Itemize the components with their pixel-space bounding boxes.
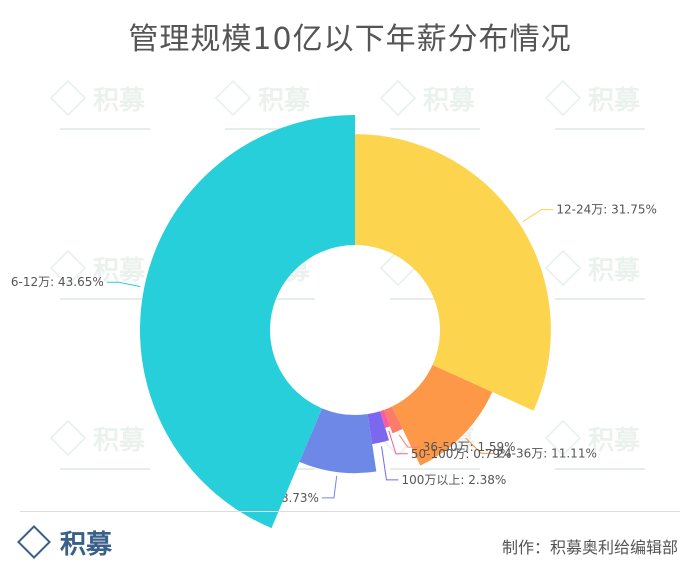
pie-slice-100万以上[interactable] <box>367 411 389 445</box>
pie-slice-6-12万[interactable] <box>140 115 355 529</box>
slice-label-24-36万: 24-36万: 11.11% <box>496 446 596 460</box>
leader-line-24-36万 <box>465 437 494 454</box>
chart-title: 管理规模10亿以下年薪分布情况 <box>128 22 572 57</box>
pie-slice-6万以下[interactable] <box>299 408 377 474</box>
leader-line-36-50万 <box>398 434 420 448</box>
pie-slice-50-100万[interactable] <box>380 409 391 428</box>
footer-logo: 积募 <box>17 524 112 561</box>
pie-slice-12-24万[interactable] <box>355 134 551 411</box>
leader-line-50-100万 <box>388 430 408 455</box>
logo-icon <box>17 525 51 559</box>
slice-label-36-50万: 36-50万: 1.59% <box>423 440 516 454</box>
leader-line-100万以上 <box>381 446 399 481</box>
footer-divider <box>20 511 680 512</box>
leader-line-12-24万 <box>522 209 554 223</box>
slice-label-6-12万: 6-12万: 43.65% <box>11 275 104 289</box>
leader-line-6-12万 <box>106 281 141 288</box>
slice-label-100万以上: 100万以上: 2.38% <box>401 473 506 487</box>
credit-text: 制作：积募奥利给编辑部 <box>501 538 678 557</box>
pie-slice-24-36万[interactable] <box>391 364 493 466</box>
slice-label-12-24万: 12-24万: 31.75% <box>556 203 656 217</box>
slice-label-50-100万: 50-100万: 0.79% <box>411 447 511 461</box>
leader-line-6万以下 <box>321 475 338 499</box>
pie-slice-36-50万[interactable] <box>384 406 403 434</box>
